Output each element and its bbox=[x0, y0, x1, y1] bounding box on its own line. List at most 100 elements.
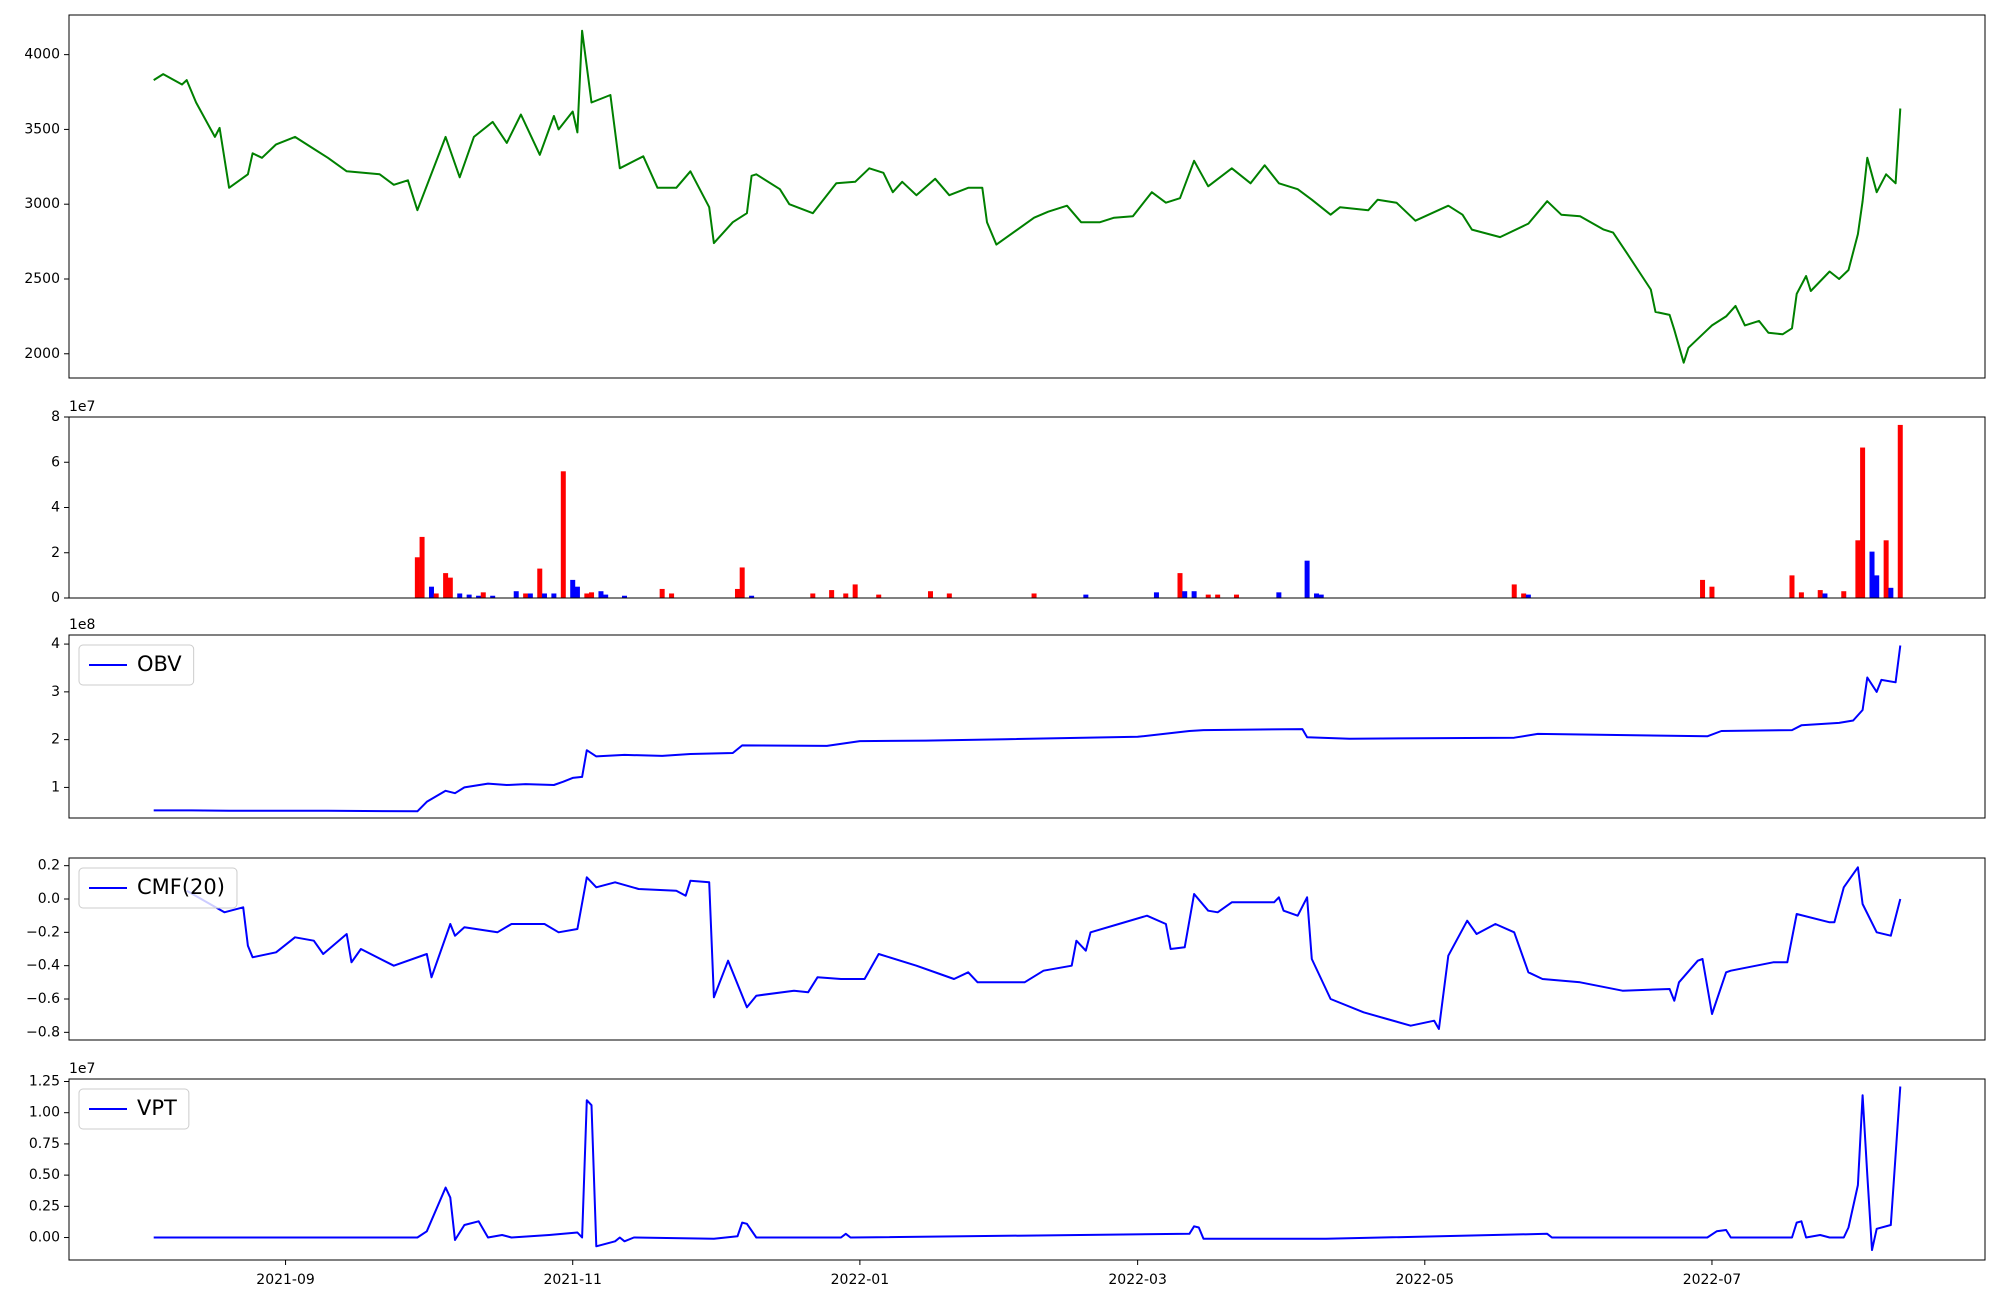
y-tick-label: 2 bbox=[51, 732, 60, 748]
y-tick-label: 0 bbox=[51, 590, 60, 606]
volume-bar bbox=[739, 567, 745, 598]
offset-label: 1e7 bbox=[69, 1061, 95, 1077]
y-tick-label: 0.00 bbox=[29, 1230, 60, 1246]
series-line bbox=[186, 866, 1902, 1030]
y-tick-label: −0.8 bbox=[26, 1024, 60, 1040]
legend-box bbox=[78, 644, 195, 686]
volume-bar bbox=[659, 588, 665, 598]
volume-bar bbox=[476, 595, 482, 598]
legend-label: OBV bbox=[137, 652, 182, 676]
volume-bar bbox=[1897, 424, 1903, 598]
y-tick-label: 4 bbox=[51, 636, 60, 652]
volume-bar bbox=[480, 592, 486, 598]
volume-bar bbox=[1888, 587, 1894, 598]
y-tick-label: 2000 bbox=[24, 346, 60, 362]
volume-bar bbox=[946, 593, 952, 598]
volume-bar bbox=[1860, 447, 1866, 598]
volume-bar bbox=[457, 593, 463, 598]
y-tick-label: 2 bbox=[51, 545, 60, 561]
x-tick-label: 2022-05 bbox=[1396, 1272, 1455, 1288]
y-tick-label: 1.25 bbox=[29, 1073, 60, 1089]
volume-bar bbox=[443, 573, 449, 598]
y-tick-label: 0.25 bbox=[29, 1198, 60, 1214]
volume-bar bbox=[1511, 584, 1517, 598]
panel-frame bbox=[68, 634, 1986, 819]
volume-bar bbox=[513, 591, 519, 598]
y-tick-label: 0.75 bbox=[29, 1136, 60, 1152]
volume-bar bbox=[1233, 594, 1239, 598]
panel-frame bbox=[68, 857, 1986, 1041]
y-tick-label: 3000 bbox=[24, 196, 60, 212]
panel-frame bbox=[68, 1078, 1986, 1261]
volume-bar bbox=[1521, 593, 1527, 598]
volume-bar bbox=[1191, 591, 1197, 598]
volume-bar bbox=[734, 588, 740, 598]
series-line bbox=[153, 29, 1902, 364]
volume-bar bbox=[1205, 594, 1211, 598]
volume-bar bbox=[574, 586, 580, 598]
volume-bar bbox=[428, 586, 434, 598]
volume-bar bbox=[1841, 591, 1847, 598]
volume-bar bbox=[1153, 592, 1159, 598]
volume-bar bbox=[1869, 551, 1875, 598]
volume-bar bbox=[1709, 586, 1715, 598]
offset-label: 1e8 bbox=[69, 617, 95, 633]
y-tick-label: −0.2 bbox=[26, 924, 60, 940]
x-tick-label: 2021-11 bbox=[543, 1272, 602, 1288]
y-tick-label: 3 bbox=[51, 684, 60, 700]
y-tick-label: 1.00 bbox=[29, 1105, 60, 1121]
volume-bar bbox=[419, 536, 425, 598]
volume-bar bbox=[433, 593, 439, 598]
volume-bar bbox=[414, 557, 420, 598]
volume-bar bbox=[1798, 592, 1804, 598]
offset-label: 1e7 bbox=[69, 399, 95, 415]
volume-bar bbox=[570, 579, 576, 598]
panel-frame bbox=[68, 416, 1986, 599]
volume-bar bbox=[490, 595, 496, 598]
volume-bar bbox=[1525, 594, 1531, 598]
volume-bar bbox=[537, 568, 543, 598]
panel-frame bbox=[68, 14, 1986, 379]
volume-bar bbox=[1314, 593, 1320, 598]
volume-bar bbox=[669, 593, 675, 598]
x-tick-label: 2022-07 bbox=[1683, 1272, 1742, 1288]
y-tick-label: 8 bbox=[51, 409, 60, 425]
legend-label: VPT bbox=[137, 1096, 177, 1120]
volume-bar bbox=[810, 593, 816, 598]
volume-bar bbox=[598, 591, 604, 598]
volume-bar bbox=[621, 595, 627, 598]
y-tick-label: 0.2 bbox=[38, 858, 60, 874]
volume-bar bbox=[852, 584, 858, 598]
volume-bar bbox=[1700, 579, 1706, 598]
y-tick-label: 4000 bbox=[24, 47, 60, 63]
volume-bar bbox=[749, 595, 755, 598]
x-tick-label: 2021-09 bbox=[256, 1272, 315, 1288]
volume-bar bbox=[447, 577, 453, 598]
volume-bar bbox=[523, 593, 529, 598]
volume-bar bbox=[589, 592, 595, 598]
legend-box bbox=[78, 1088, 190, 1130]
y-tick-label: 1 bbox=[51, 779, 60, 795]
volume-bar bbox=[1304, 560, 1310, 598]
volume-bar bbox=[876, 594, 882, 598]
y-tick-label: 0.50 bbox=[29, 1167, 60, 1183]
volume-bar bbox=[1182, 591, 1188, 598]
volume-bar bbox=[551, 593, 557, 598]
volume-bar bbox=[1855, 540, 1861, 598]
volume-bar bbox=[1817, 590, 1823, 598]
volume-bar bbox=[1874, 575, 1880, 598]
volume-bar bbox=[603, 594, 609, 598]
volume-bar bbox=[1318, 594, 1324, 598]
volume-bar bbox=[1031, 593, 1037, 598]
volume-bar bbox=[1276, 592, 1282, 598]
x-tick-label: 2022-01 bbox=[831, 1272, 890, 1288]
volume-bar bbox=[829, 590, 835, 598]
series-line bbox=[153, 645, 1902, 813]
series-line bbox=[153, 1086, 1902, 1251]
y-tick-label: 4 bbox=[51, 500, 60, 516]
y-tick-label: −0.4 bbox=[26, 958, 60, 974]
y-tick-label: 3500 bbox=[24, 121, 60, 137]
volume-bar bbox=[1883, 540, 1889, 598]
